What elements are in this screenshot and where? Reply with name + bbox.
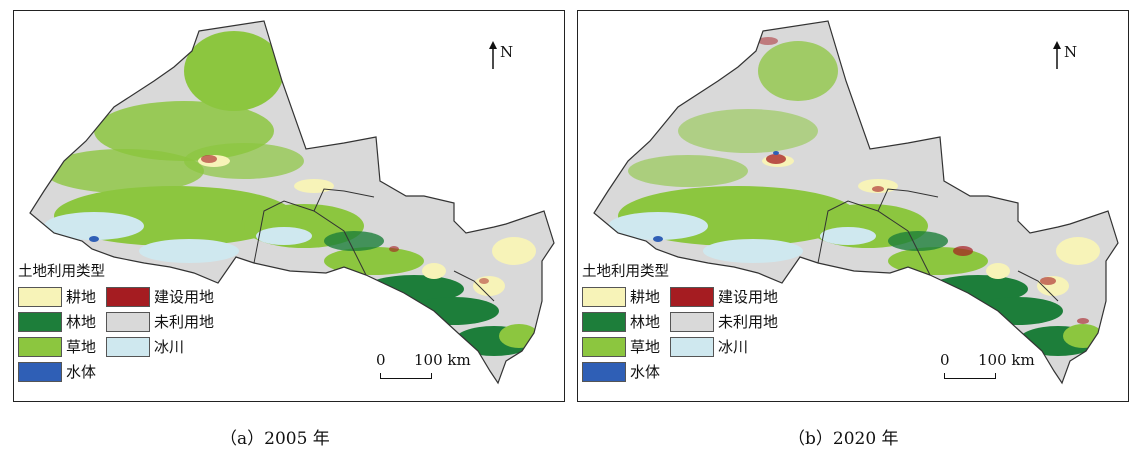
legend-label-unused: 未利用地: [718, 311, 779, 332]
caption-2005: （a）2005 年: [220, 429, 330, 449]
legend-swatch-glacier: [670, 336, 714, 357]
legend-item-forest: 林地: [582, 311, 661, 332]
legend-label-construction: 建设用地: [718, 286, 779, 307]
land-use-map-2005: [29, 20, 555, 385]
legend-label-water: 水体: [630, 361, 661, 382]
legend-label-construction: 建设用地: [154, 286, 215, 307]
map-panel-2005: N 土地利用类型 耕地 林地 草地 水体 建设用地 未利用地 冰川 0 100 …: [13, 10, 565, 402]
legend-item-forest: 林地: [18, 311, 97, 332]
legend-item-cropland: 耕地: [582, 286, 661, 307]
legend-item-unused: 未利用地: [670, 311, 779, 332]
north-label: N: [1064, 43, 1078, 61]
legend-item-construction: 建设用地: [106, 286, 215, 307]
legend-swatch-water: [18, 361, 62, 382]
legend-item-glacier: 冰川: [670, 336, 749, 357]
legend-swatch-grassland: [582, 336, 626, 357]
legend-swatch-construction: [670, 286, 714, 307]
legend-swatch-unused: [670, 311, 714, 332]
legend-label-cropland: 耕地: [66, 286, 97, 307]
legend-item-construction: 建设用地: [670, 286, 779, 307]
legend-swatch-construction: [106, 286, 150, 307]
north-arrow: N: [488, 41, 518, 81]
north-arrow-icon: [1053, 41, 1061, 69]
legend-label-grassland: 草地: [630, 336, 661, 357]
legend-swatch-forest: [582, 311, 626, 332]
legend-label-cropland: 耕地: [630, 286, 661, 307]
legend-label-forest: 林地: [66, 311, 97, 332]
scale-distance-label: 100 km: [414, 351, 471, 369]
legend-title: 土地利用类型: [582, 260, 669, 281]
legend-item-grassland: 草地: [18, 336, 97, 357]
legend-item-water: 水体: [582, 361, 661, 382]
legend-swatch-grassland: [18, 336, 62, 357]
legend-item-water: 水体: [18, 361, 97, 382]
map-panel-2020: N 土地利用类型 耕地 林地 草地 水体 建设用地 未利用地 冰川 0 100 …: [577, 10, 1129, 402]
legend-label-glacier: 冰川: [154, 336, 185, 357]
legend-label-unused: 未利用地: [154, 311, 215, 332]
legend-label-grassland: 草地: [66, 336, 97, 357]
legend-swatch-cropland: [582, 286, 626, 307]
scale-zero-label: 0: [376, 351, 386, 369]
scale-distance-label: 100 km: [978, 351, 1035, 369]
scale-bar: 0 100 km: [940, 351, 1060, 383]
legend-item-grassland: 草地: [582, 336, 661, 357]
legend-label-glacier: 冰川: [718, 336, 749, 357]
land-use-map-2020: [593, 20, 1119, 385]
scale-zero-label: 0: [940, 351, 950, 369]
legend-label-water: 水体: [66, 361, 97, 382]
north-label: N: [500, 43, 514, 61]
legend-title: 土地利用类型: [18, 260, 105, 281]
legend-item-unused: 未利用地: [106, 311, 215, 332]
legend-swatch-water: [582, 361, 626, 382]
north-arrow: N: [1052, 41, 1082, 81]
scale-line: [380, 373, 432, 379]
legend-swatch-unused: [106, 311, 150, 332]
legend-swatch-forest: [18, 311, 62, 332]
legend-item-glacier: 冰川: [106, 336, 185, 357]
scale-line: [944, 373, 996, 379]
scale-bar: 0 100 km: [376, 351, 496, 383]
caption-2020: （b）2020 年: [788, 429, 899, 449]
legend-label-forest: 林地: [630, 311, 661, 332]
legend-swatch-cropland: [18, 286, 62, 307]
legend-item-cropland: 耕地: [18, 286, 97, 307]
legend-swatch-glacier: [106, 336, 150, 357]
north-arrow-icon: [489, 41, 497, 69]
